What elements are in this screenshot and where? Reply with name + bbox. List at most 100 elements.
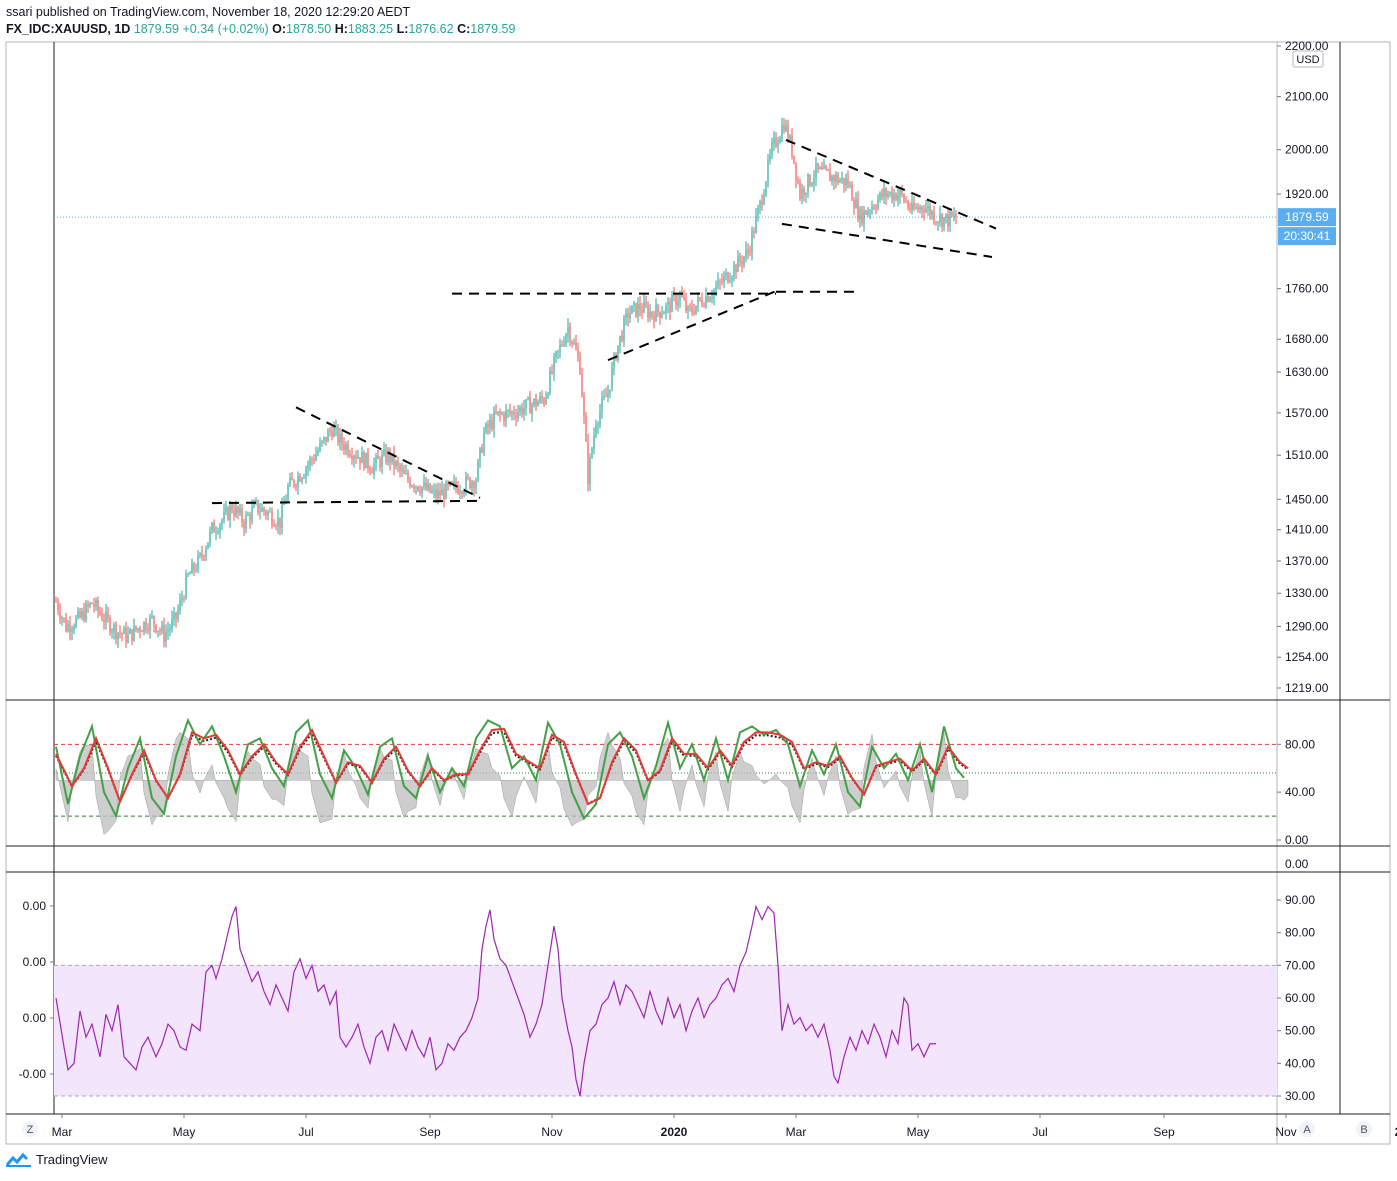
candle-body <box>717 280 719 288</box>
high-value: 1883.25 <box>347 22 394 36</box>
candle-body <box>557 350 559 352</box>
time-tick-label: Jul <box>298 1125 313 1139</box>
candle-body <box>671 294 673 313</box>
candle-body <box>681 292 683 297</box>
candle-body <box>339 433 341 443</box>
candle-body <box>693 311 695 314</box>
candle-body <box>203 555 205 557</box>
candle-body <box>447 482 449 486</box>
candle-body <box>77 610 79 618</box>
candle-body <box>213 522 215 533</box>
candle-body <box>55 601 57 603</box>
auto-scale-button-label: A <box>1303 1124 1311 1136</box>
outer-border <box>5 41 1391 1145</box>
zoom-button[interactable] <box>22 1121 38 1137</box>
candle-body <box>309 458 311 465</box>
candle-body <box>199 553 201 556</box>
stoch-tick-label: 40.00 <box>1285 785 1315 799</box>
candle-body <box>151 615 153 617</box>
candle-body <box>117 632 119 640</box>
candle-body <box>637 303 639 317</box>
candle-body <box>187 573 189 576</box>
price-tick-label: 1219.00 <box>1285 681 1329 695</box>
candle-body <box>375 455 377 464</box>
candle-body <box>569 326 571 342</box>
candle-body <box>391 452 393 463</box>
candle-body <box>149 616 151 631</box>
candle-body <box>469 477 471 489</box>
candle-body <box>739 255 741 262</box>
price-tick-label: 2000.00 <box>1285 143 1329 157</box>
candle-body <box>361 451 363 464</box>
candle-body <box>621 335 623 341</box>
candle-body <box>779 138 781 143</box>
candle-body <box>749 252 751 254</box>
candle-body <box>771 142 773 155</box>
time-tick-label: Mar <box>52 1125 73 1139</box>
candle-body <box>827 169 829 171</box>
candle-body <box>421 486 423 493</box>
candle-body <box>897 195 899 201</box>
candle-body <box>475 481 477 489</box>
candle-body <box>437 490 439 499</box>
candle-body <box>253 503 255 508</box>
candle-body <box>883 188 885 197</box>
candle-body <box>455 481 457 488</box>
candle-body <box>769 154 771 160</box>
candle-body <box>631 305 633 314</box>
candle-body <box>951 211 953 217</box>
candle-body <box>229 505 231 520</box>
candle-body <box>589 456 591 484</box>
candle-body <box>723 275 725 283</box>
candle-body <box>405 473 407 475</box>
candle-body <box>687 306 689 311</box>
time-tick-label: Jul <box>1032 1125 1047 1139</box>
log-scale-button[interactable] <box>1356 1121 1372 1137</box>
candle-body <box>311 458 313 460</box>
candle-body <box>811 183 813 186</box>
candle-body <box>511 411 513 414</box>
candle-body <box>937 222 939 224</box>
price-tick-label: 2100.00 <box>1285 90 1329 104</box>
candle-body <box>173 612 175 619</box>
candle-body <box>359 457 361 464</box>
candle-body <box>539 396 541 402</box>
time-tick-label: Mar <box>786 1125 807 1139</box>
candle-body <box>859 209 861 220</box>
candle-body <box>915 207 917 209</box>
candle-body <box>567 326 569 335</box>
tradingview-footer[interactable]: TradingView <box>6 1152 108 1167</box>
candle-body <box>73 627 75 630</box>
candle-body <box>265 511 267 516</box>
candle-body <box>397 461 399 466</box>
candle-body <box>399 465 401 471</box>
auto-scale-button[interactable] <box>1299 1121 1315 1137</box>
candle-body <box>923 210 925 213</box>
price-tick-label: 1410.00 <box>1285 523 1329 537</box>
candle-body <box>209 530 211 543</box>
rsi-pane[interactable] <box>54 904 1277 1097</box>
price-tick-label: 1330.00 <box>1285 586 1329 600</box>
candle-body <box>379 459 381 468</box>
candle-body <box>321 440 323 444</box>
candle-body <box>537 401 539 407</box>
candle-body <box>135 625 137 630</box>
candle-body <box>831 175 833 182</box>
candle-body <box>845 178 847 186</box>
candle-body <box>529 397 531 414</box>
stoch-rsi-pane[interactable] <box>54 717 1277 835</box>
tradingview-logo-icon <box>6 1152 31 1167</box>
stoch-histogram-area <box>55 731 969 835</box>
price-pane[interactable] <box>54 117 1277 648</box>
candle-body <box>535 398 537 407</box>
tradingview-brand: TradingView <box>36 1152 108 1167</box>
candle-body <box>783 125 785 132</box>
symbol-label[interactable]: FX_IDC:XAUUSD, 1D <box>6 22 131 36</box>
candle-body <box>939 214 941 223</box>
candle-body <box>345 444 347 450</box>
candle-body <box>851 184 853 201</box>
candle-body <box>629 313 631 318</box>
candle-body <box>75 617 77 628</box>
candle-body <box>463 491 465 494</box>
